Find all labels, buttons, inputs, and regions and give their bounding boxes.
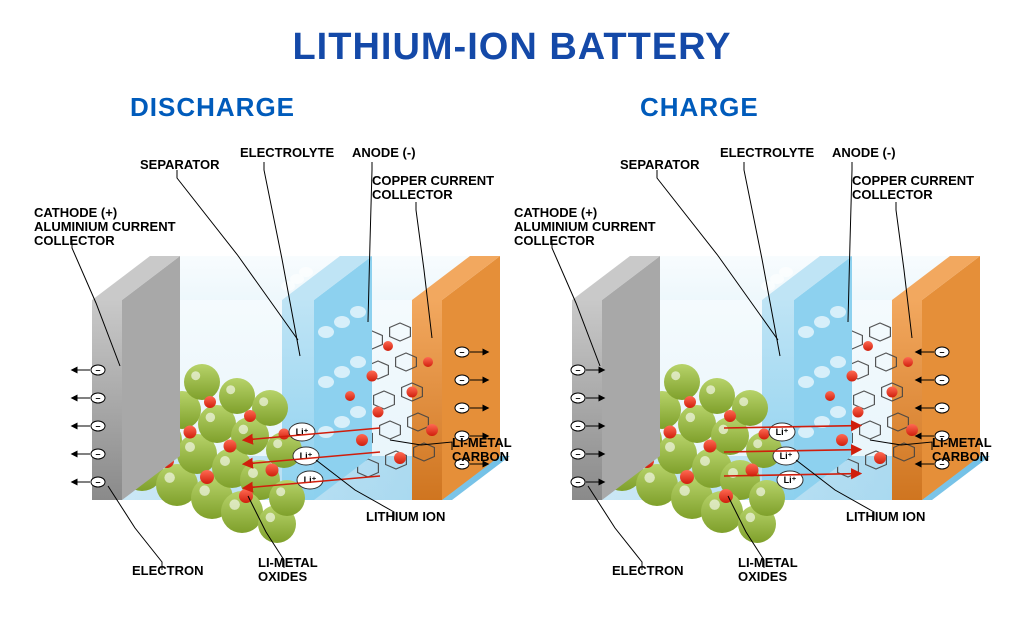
label-li_metal_carbon: LI-METAL CARBON <box>932 436 992 464</box>
svg-text:–: – <box>95 421 100 431</box>
svg-text:–: – <box>95 365 100 375</box>
svg-text:–: – <box>95 449 100 459</box>
subtitle-discharge: DISCHARGE <box>130 92 295 123</box>
label-electron: ELECTRON <box>612 564 684 578</box>
svg-text:–: – <box>575 477 580 487</box>
svg-text:–: – <box>459 375 464 385</box>
label-separator: SEPARATOR <box>620 158 699 172</box>
svg-text:Li⁺: Li⁺ <box>776 427 789 437</box>
svg-text:Li⁺: Li⁺ <box>780 451 793 461</box>
svg-text:–: – <box>95 477 100 487</box>
label-copper: COPPER CURRENT COLLECTOR <box>372 174 494 202</box>
svg-text:–: – <box>459 347 464 357</box>
svg-text:–: – <box>575 365 580 375</box>
svg-text:–: – <box>939 347 944 357</box>
label-li_metal_oxides: LI-METAL OXIDES <box>258 556 318 584</box>
label-electron: ELECTRON <box>132 564 204 578</box>
subtitle-charge: CHARGE <box>640 92 759 123</box>
svg-text:–: – <box>939 375 944 385</box>
svg-text:–: – <box>575 449 580 459</box>
label-copper: COPPER CURRENT COLLECTOR <box>852 174 974 202</box>
label-cathode: CATHODE (+) ALUMINIUM CURRENT COLLECTOR <box>514 206 656 248</box>
diagram-charge: Li⁺Li⁺Li⁺––––––––––ELECTROLYTESEPARATORA… <box>512 140 992 620</box>
label-li_metal_oxides: LI-METAL OXIDES <box>738 556 798 584</box>
svg-text:Li⁺: Li⁺ <box>304 475 317 485</box>
svg-text:Li⁺: Li⁺ <box>784 475 797 485</box>
label-lithium_ion: LITHIUM ION <box>366 510 445 524</box>
svg-text:–: – <box>575 393 580 403</box>
svg-text:–: – <box>459 403 464 413</box>
label-cathode: CATHODE (+) ALUMINIUM CURRENT COLLECTOR <box>34 206 176 248</box>
diagram-discharge: Li⁺Li⁺Li⁺––––––––––ELECTROLYTESEPARATORA… <box>32 140 512 620</box>
svg-text:–: – <box>939 403 944 413</box>
label-electrolyte: ELECTROLYTE <box>720 146 814 160</box>
label-li_metal_carbon: LI-METAL CARBON <box>452 436 512 464</box>
label-anode: ANODE (-) <box>352 146 416 160</box>
label-lithium_ion: LITHIUM ION <box>846 510 925 524</box>
svg-text:–: – <box>575 421 580 431</box>
label-separator: SEPARATOR <box>140 158 219 172</box>
label-electrolyte: ELECTROLYTE <box>240 146 334 160</box>
svg-text:–: – <box>95 393 100 403</box>
page-title: LITHIUM-ION BATTERY <box>0 26 1024 69</box>
label-anode: ANODE (-) <box>832 146 896 160</box>
